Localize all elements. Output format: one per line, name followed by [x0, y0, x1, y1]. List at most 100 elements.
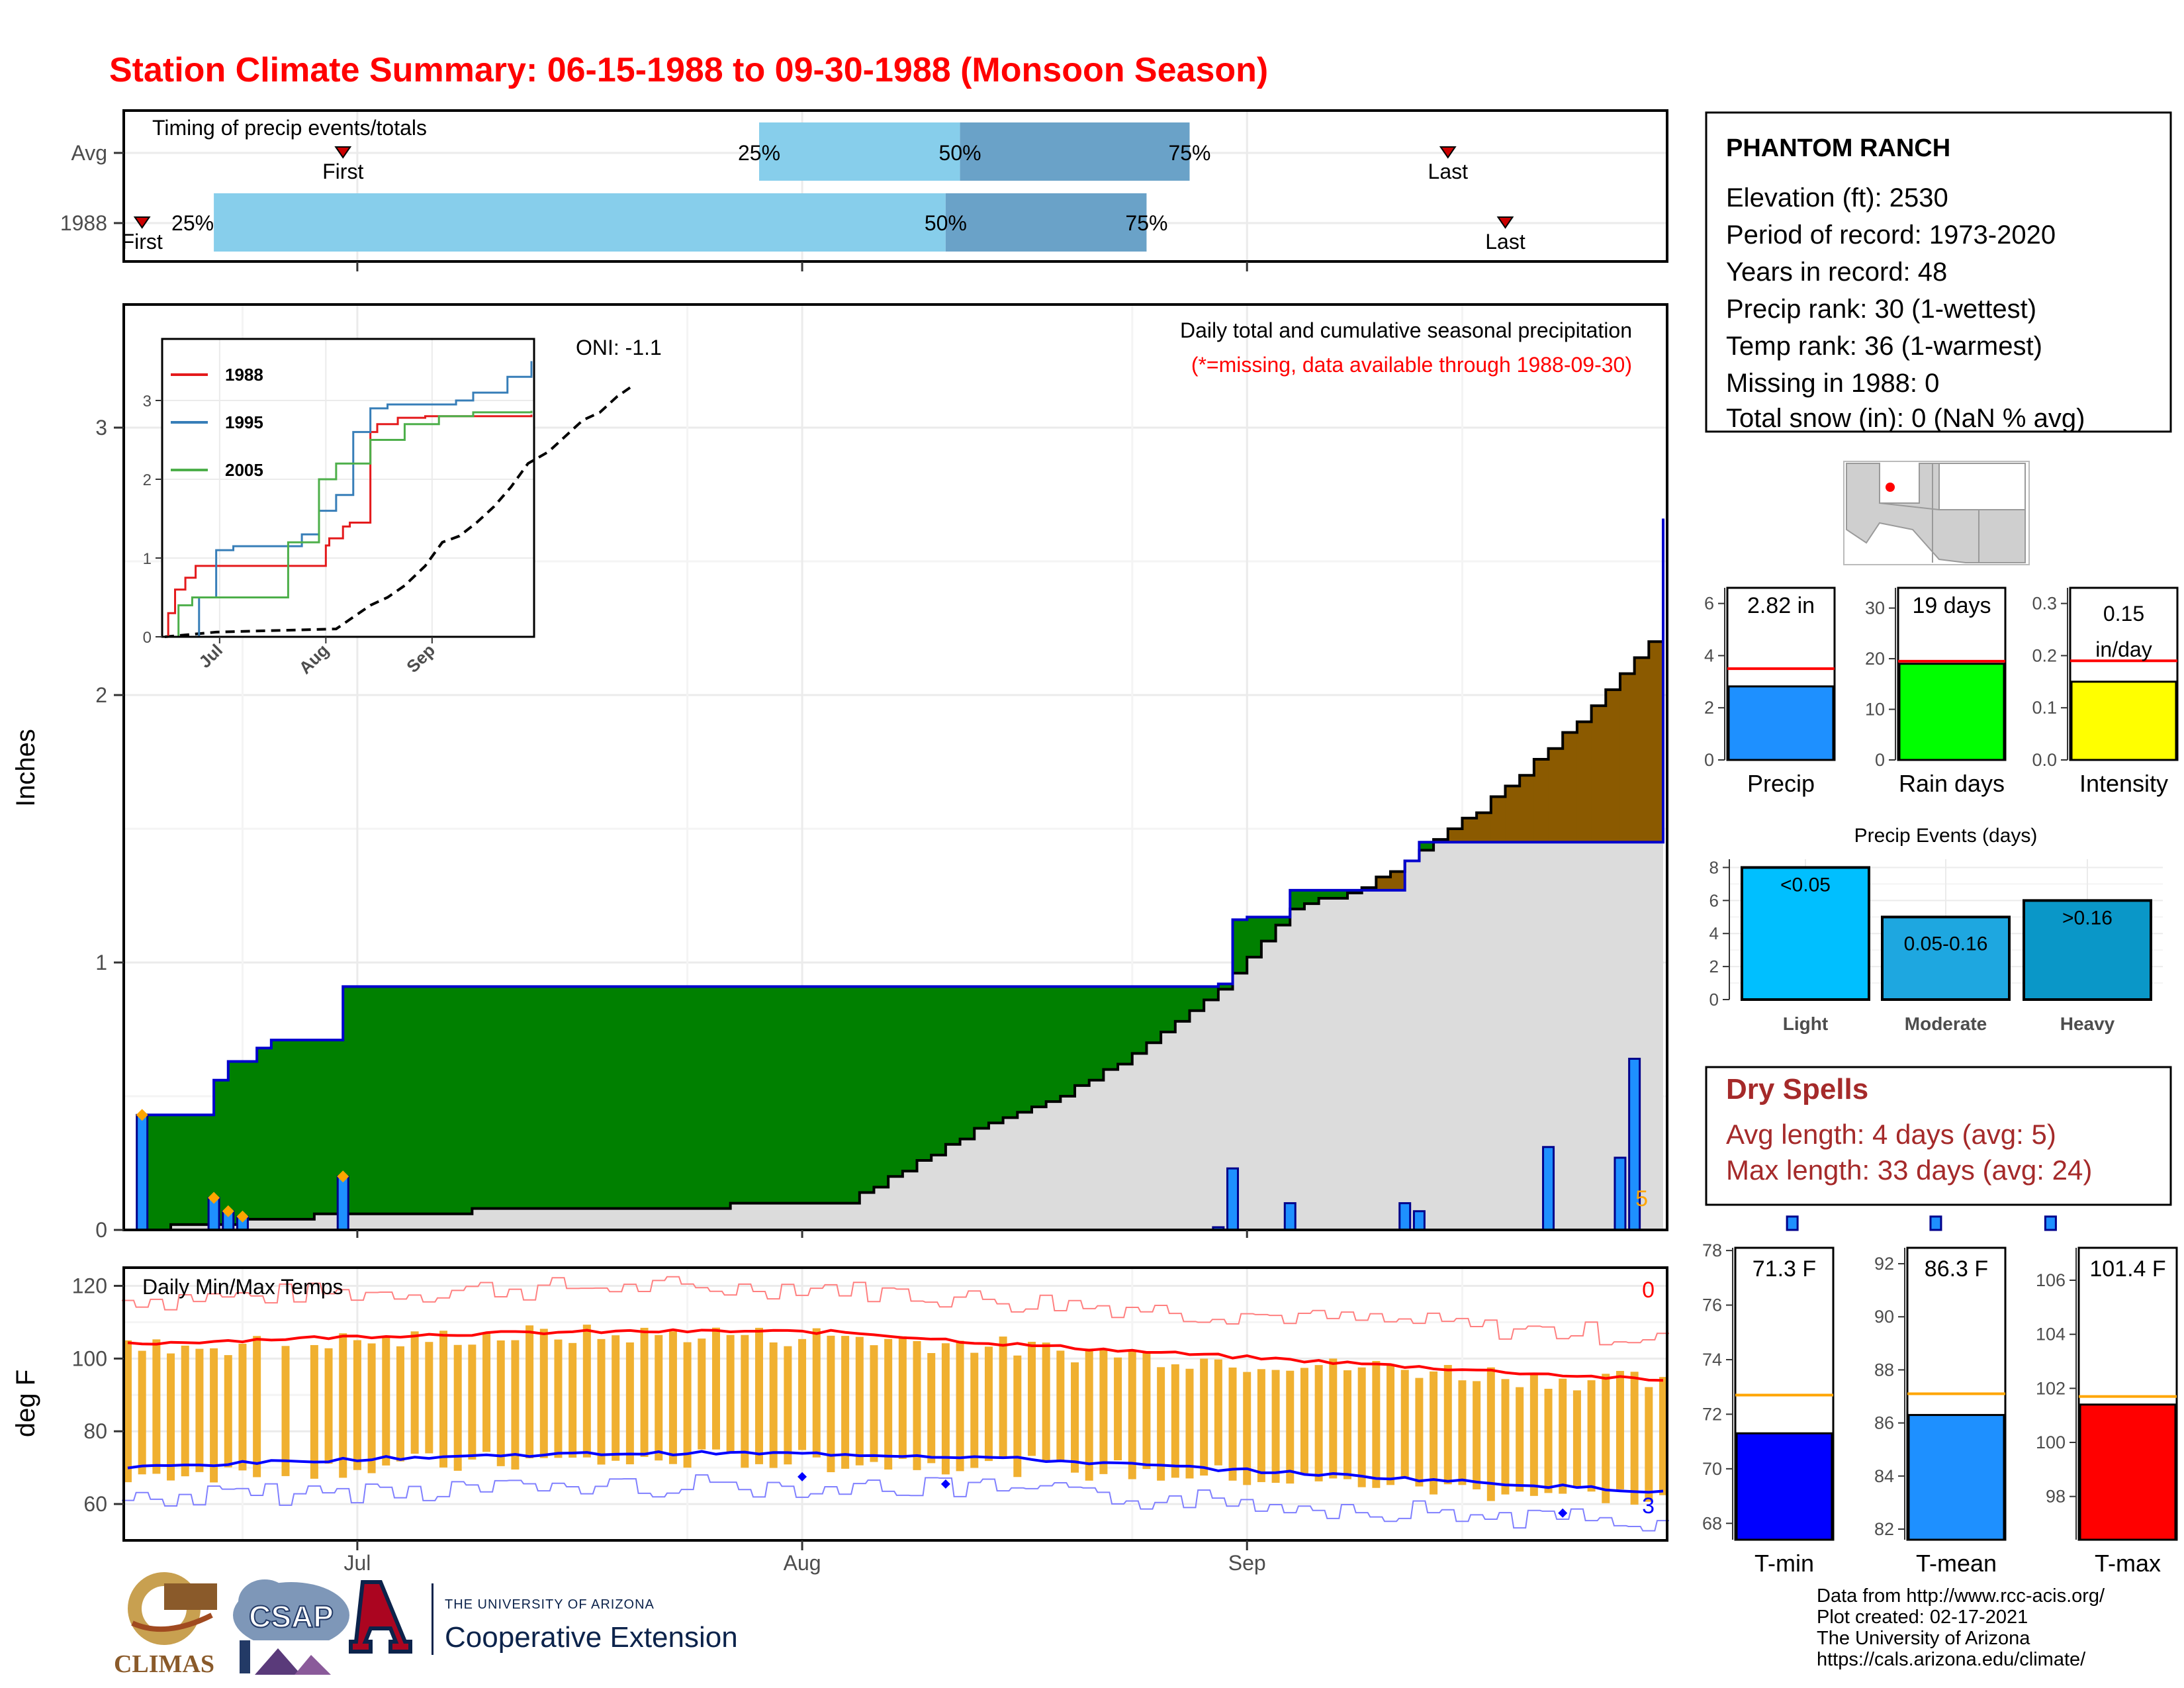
above-average-area [1261, 917, 1277, 941]
daily-temp-range-bar [812, 1328, 821, 1458]
temp-summary-bar [1907, 1414, 2005, 1541]
above-average-area [300, 1040, 315, 1219]
precip-event-category: Heavy [2060, 1013, 2115, 1034]
timing-bar-q25-q50 [759, 122, 960, 181]
temp-summary-value-text: 71.3 F [1752, 1256, 1816, 1282]
record-low-marker [940, 1479, 950, 1489]
station-line: Temp rank: 36 (1-warmest) [1726, 332, 2042, 361]
summary-bar-tick: 20 [1865, 649, 1885, 669]
summary-bar-label: Precip [1747, 770, 1815, 797]
above-average-area [615, 986, 631, 1209]
summary-bar-tick: 0.1 [2032, 698, 2057, 718]
summary-bar-tick: 6 [1704, 594, 1714, 614]
daily-temp-range-bar [898, 1336, 907, 1459]
daily-temp-range-bar [668, 1331, 677, 1464]
below-average-area [1490, 796, 1506, 843]
daily-temp-range-bar [281, 1346, 290, 1476]
precip-event-bar-label: >0.16 [2062, 907, 2113, 929]
temps-top-count: 0 [1642, 1278, 1655, 1303]
avg-min-temp-line [127, 1450, 1664, 1494]
daily-temp-range-bar [741, 1335, 749, 1468]
above-average-area [242, 1061, 257, 1219]
station-line: Total snow (in): 0 (NaN % avg) [1726, 404, 2085, 433]
above-average-area [443, 986, 459, 1214]
credit-line: https://cals.arizona.edu/climate/ [1817, 1649, 2086, 1670]
daily-temp-range-bar [640, 1327, 649, 1457]
dry-spells-title: Dry Spells [1726, 1073, 1868, 1105]
first-event-label: First [122, 230, 163, 254]
daily-precip-bar [1614, 1156, 1627, 1231]
summary-bar-value [2070, 680, 2177, 761]
daily-temp-range-bar [927, 1353, 936, 1464]
temps-y-tick-label: 120 [72, 1274, 107, 1297]
daily-temp-range-bar [1228, 1367, 1237, 1481]
summary-bar-value [1727, 685, 1835, 761]
inset-series-line [165, 414, 533, 638]
record-high-line [122, 1276, 1669, 1346]
above-average-area [845, 986, 860, 1203]
below-average-area [1533, 759, 1549, 843]
daily-temp-range-bar [1013, 1355, 1022, 1477]
above-average-area [457, 986, 473, 1214]
main-subtitle: Daily total and cumulative seasonal prec… [1180, 318, 1632, 342]
above-average-area [945, 986, 961, 1145]
daily-temp-range-bar [339, 1333, 347, 1478]
daily-temp-range-bar [1486, 1367, 1495, 1501]
daily-temp-range-bar [1458, 1380, 1467, 1485]
climas-text: CLIMAS [114, 1650, 214, 1678]
summary-bar-value-text: 2.82 in [1747, 593, 1815, 618]
daily-temp-range-bar [841, 1336, 850, 1469]
inset-average-line [164, 383, 635, 638]
above-average-area [171, 1115, 186, 1225]
temp-summary-tick: 100 [2036, 1432, 2066, 1452]
daily-max-marker [337, 1170, 349, 1183]
temps-bottom-count: 3 [1642, 1493, 1655, 1519]
daily-temp-range-bar [769, 1342, 778, 1468]
daily-temp-range-bar [1142, 1352, 1151, 1470]
daily-temp-range-bar [138, 1350, 146, 1475]
date-x-tick-label: Sep [1228, 1551, 1266, 1575]
average-cumulative-area [128, 636, 1663, 1230]
daily-temp-range-bar [1286, 1370, 1295, 1484]
ua-small-text: THE UNIVERSITY OF ARIZONA [445, 1597, 655, 1612]
below-average-area [1576, 722, 1592, 843]
above-average-area [1333, 890, 1348, 899]
above-average-area [1031, 986, 1047, 1107]
above-average-area [1060, 986, 1075, 1096]
timing-label-q75: 75% [1125, 211, 1167, 235]
summary-bar-tick: 2 [1704, 698, 1714, 718]
above-average-area [988, 986, 1004, 1123]
daily-temp-range-bar [784, 1346, 792, 1465]
precip-event-tick: 8 [1709, 857, 1719, 877]
above-average-area [529, 986, 545, 1209]
daily-temp-range-bar [181, 1345, 189, 1477]
inset-y-tick-label: 2 [143, 471, 152, 489]
first-event-label: First [322, 160, 363, 183]
station-line: Years in record: 48 [1726, 258, 1947, 287]
daily-temp-range-bar [1314, 1365, 1323, 1481]
timing-label-q25: 25% [738, 141, 780, 165]
daily-temp-range-bar [1343, 1370, 1351, 1479]
daily-temp-range-bar [597, 1338, 606, 1465]
daily-temp-range-bar [382, 1335, 390, 1466]
daily-temp-range-bar [1243, 1372, 1251, 1485]
main-y-tick-label: 2 [95, 683, 107, 707]
temp-summary-tick: 104 [2036, 1325, 2066, 1344]
daily-precip-bar [136, 1113, 149, 1231]
above-average-area [572, 986, 588, 1209]
temp-summary-tick: 76 [1702, 1295, 1722, 1315]
inset-legend-label: 2005 [225, 460, 263, 480]
daily-temp-range-bar [1387, 1365, 1395, 1485]
below-average-area [1390, 871, 1406, 890]
above-average-area [185, 1115, 200, 1225]
daily-temp-range-bar [683, 1342, 692, 1468]
main-y-tick-label: 0 [95, 1218, 107, 1242]
daily-precip-bar [1283, 1202, 1297, 1231]
above-average-area [1118, 986, 1133, 1064]
daily-precip-bar [1398, 1202, 1412, 1231]
daily-temp-range-bar [612, 1335, 620, 1461]
daily-temp-range-bar [1157, 1367, 1165, 1481]
daily-temp-range-bar [482, 1333, 491, 1452]
daily-temp-range-bar [569, 1342, 577, 1458]
